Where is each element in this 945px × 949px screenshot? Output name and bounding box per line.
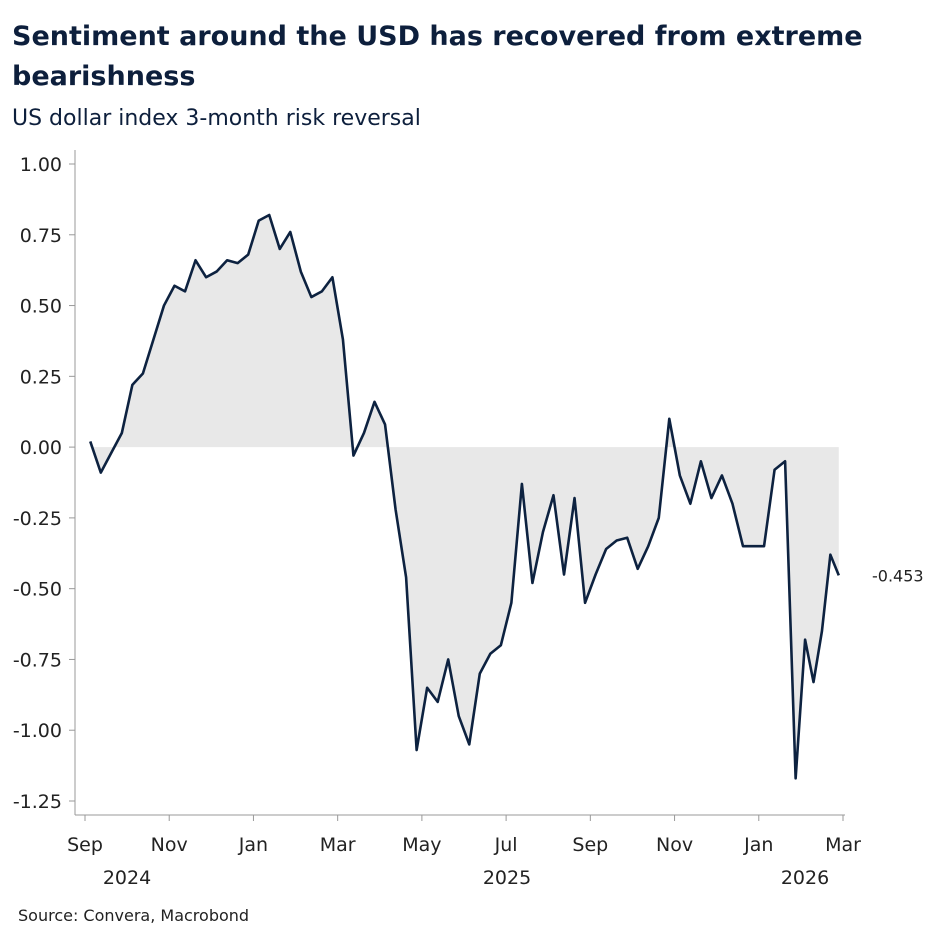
x-tick-label: May (402, 834, 441, 856)
x-tick-label: Jan (743, 834, 773, 856)
x-tick-label: Jul (494, 834, 518, 856)
y-tick-label: -0.75 (13, 649, 62, 671)
x-tick-label: Nov (656, 834, 693, 856)
x-year-label: 2025 (483, 867, 531, 889)
y-tick-label: 0.50 (20, 296, 62, 318)
x-tick-label: Mar (320, 834, 356, 856)
chart-subtitle: US dollar index 3-month risk reversal (12, 106, 421, 131)
source: Source: Convera, Macrobond (18, 906, 249, 925)
x-year-label: 2026 (781, 867, 829, 889)
x-tick-label: Mar (825, 834, 861, 856)
y-tick-label: -0.50 (13, 579, 62, 601)
x-tick-label: Sep (67, 834, 103, 856)
y-tick-label: -1.25 (13, 791, 62, 813)
y-tick-label: 1.00 (20, 154, 62, 176)
x-tick-label: Sep (572, 834, 608, 856)
y-tick-label: 0.00 (20, 437, 62, 459)
line (89, 213, 840, 780)
x-year-label: 2024 (103, 867, 151, 889)
x-tick-label: Jan (238, 834, 268, 856)
area (90, 214, 839, 779)
y-tick-label: 0.75 (20, 225, 62, 247)
y-tick-label: -0.25 (13, 508, 62, 530)
chart-title: Sentiment around the USD has recovered f… (12, 21, 863, 92)
y-tick-label: 0.25 (20, 366, 62, 388)
x-tick-label: Nov (151, 834, 188, 856)
y-tick-label: -1.00 (13, 720, 62, 742)
last-value-label: -0.453 (872, 566, 924, 585)
